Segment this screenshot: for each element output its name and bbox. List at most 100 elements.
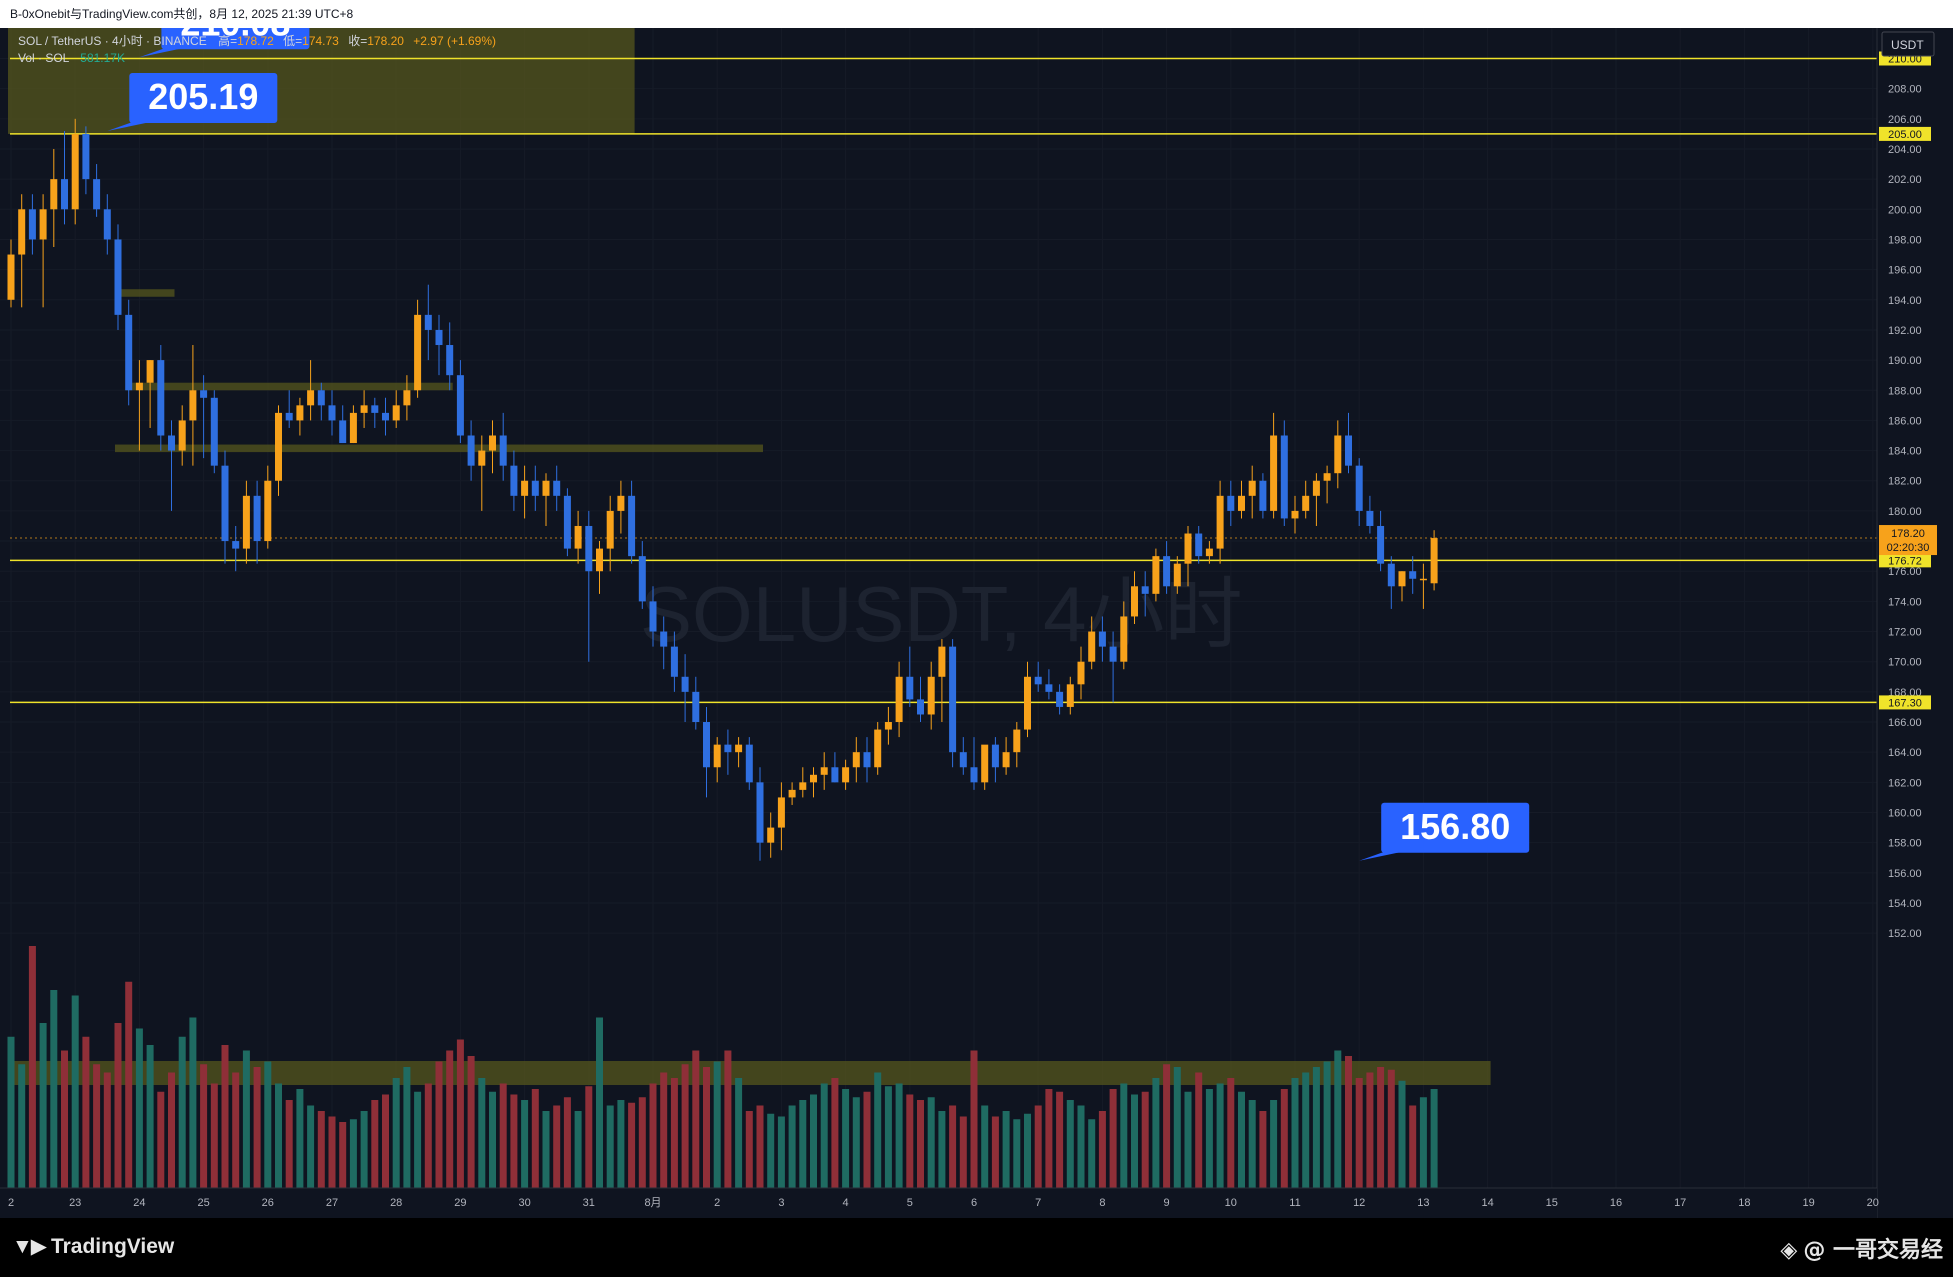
volume-bar bbox=[521, 1100, 529, 1188]
legend-high-value: 178.72 bbox=[237, 34, 274, 48]
callout-pointer bbox=[1359, 850, 1408, 861]
candle-body bbox=[125, 314, 133, 391]
candle-body bbox=[61, 179, 68, 210]
watermark: SOLUSDT, 4小时 bbox=[640, 570, 1242, 658]
volume-bar bbox=[18, 1064, 26, 1188]
candle-body bbox=[1312, 480, 1320, 496]
y-tick-label: 208.00 bbox=[1888, 84, 1922, 96]
candle-body bbox=[200, 390, 208, 398]
candle-body bbox=[1216, 495, 1224, 549]
volume-bar bbox=[884, 1086, 892, 1188]
candle-body bbox=[981, 744, 989, 783]
x-tick-label: 11 bbox=[1289, 1197, 1300, 1209]
x-tick-label: 7 bbox=[1035, 1197, 1041, 1209]
candle-body bbox=[1173, 563, 1181, 587]
currency-label: USDT bbox=[1891, 38, 1924, 52]
volume-bar bbox=[424, 1083, 432, 1188]
volume-bar bbox=[242, 1050, 250, 1188]
volume-bar bbox=[371, 1100, 379, 1188]
x-tick-label: 15 bbox=[1546, 1197, 1558, 1209]
candle-body bbox=[1120, 616, 1128, 662]
candle-body bbox=[114, 239, 122, 315]
volume-bar bbox=[392, 1078, 400, 1188]
volume-bar bbox=[467, 1056, 475, 1188]
volume-bar bbox=[1248, 1100, 1256, 1188]
volume-bar bbox=[478, 1078, 486, 1188]
volume-bar bbox=[125, 981, 133, 1188]
volume-bar bbox=[103, 1072, 111, 1188]
currency-button[interactable] bbox=[1881, 31, 1935, 57]
volume-bar bbox=[317, 1111, 325, 1188]
candle-body bbox=[842, 767, 850, 783]
volume-bar bbox=[39, 1023, 47, 1188]
tradingview-logo[interactable]: ▼▶ TradingView bbox=[12, 1234, 174, 1259]
volume-bar bbox=[82, 1036, 90, 1188]
candle-body bbox=[371, 405, 379, 413]
candle-body bbox=[296, 405, 304, 421]
candle-body bbox=[991, 744, 999, 768]
callout-pointer bbox=[139, 47, 188, 58]
candle-body bbox=[681, 676, 689, 692]
candle-body bbox=[1334, 435, 1342, 474]
y-tick-label: 172.00 bbox=[1888, 627, 1922, 639]
candle-body bbox=[489, 435, 496, 451]
zones bbox=[8, 28, 1491, 1085]
price-zone bbox=[125, 382, 453, 391]
volume-bar bbox=[1259, 1111, 1267, 1188]
candle-body bbox=[713, 744, 721, 768]
volume-bar bbox=[1291, 1078, 1299, 1188]
tradingview-brand: TradingView bbox=[50, 1235, 175, 1258]
candle-body bbox=[949, 646, 957, 753]
volume-bar bbox=[681, 1064, 689, 1188]
volume-bar bbox=[628, 1102, 636, 1188]
volume-bar bbox=[1109, 1089, 1117, 1188]
candle-body bbox=[1430, 538, 1438, 584]
volume-bar bbox=[820, 1083, 828, 1188]
candle-body bbox=[1355, 465, 1363, 511]
volume-bar bbox=[1345, 1056, 1352, 1188]
volume-bar bbox=[1280, 1089, 1288, 1188]
volume-bar bbox=[1024, 1113, 1031, 1188]
volume-bar bbox=[927, 1097, 935, 1188]
author-credit: ◈ @ 一哥交易经 bbox=[1780, 1232, 1943, 1264]
legend: SOL / TetherUS · 4小时 · BINANCE 高=178.72 … bbox=[18, 33, 496, 65]
volume-bar bbox=[670, 1078, 678, 1188]
volume-bar bbox=[745, 1111, 753, 1188]
candle-body bbox=[1366, 510, 1374, 526]
volume-bar bbox=[1377, 1067, 1385, 1188]
volume-bar bbox=[275, 1083, 282, 1188]
candle-body bbox=[917, 699, 924, 715]
candle-body bbox=[50, 179, 58, 210]
y-tick-label: 202.00 bbox=[1888, 174, 1922, 186]
candle-body bbox=[1419, 578, 1427, 581]
volume-bar bbox=[253, 1067, 261, 1188]
volume-bar bbox=[7, 1036, 15, 1188]
y-tick-label: 176.00 bbox=[1888, 566, 1922, 578]
level-tag-label: 167.30 bbox=[1888, 697, 1922, 709]
x-tick-label: 6 bbox=[971, 1197, 977, 1209]
candle-body bbox=[317, 390, 325, 406]
volume-bar bbox=[531, 1089, 539, 1188]
time-axis-panel[interactable] bbox=[0, 1188, 1877, 1218]
candle-body bbox=[39, 209, 47, 240]
candle-body bbox=[1109, 646, 1117, 662]
candle-body bbox=[542, 480, 550, 496]
candle-body bbox=[221, 465, 229, 542]
y-tick-label: 196.00 bbox=[1888, 265, 1922, 277]
candle-body bbox=[767, 827, 775, 843]
price-zone bbox=[115, 444, 763, 453]
candle-body bbox=[799, 782, 807, 790]
volume-bar bbox=[585, 1086, 593, 1188]
volume-bar bbox=[1312, 1067, 1320, 1188]
volume-bar bbox=[713, 1061, 721, 1188]
candle-body bbox=[414, 314, 422, 391]
volume-bar bbox=[981, 1105, 989, 1188]
candle-body bbox=[403, 390, 411, 406]
volume-bar bbox=[692, 1050, 700, 1188]
candle-body bbox=[874, 729, 882, 768]
volume-bar bbox=[264, 1061, 272, 1188]
candle-body bbox=[7, 254, 15, 300]
candle-body bbox=[895, 676, 903, 723]
price-axis-panel[interactable] bbox=[1877, 28, 1953, 1218]
